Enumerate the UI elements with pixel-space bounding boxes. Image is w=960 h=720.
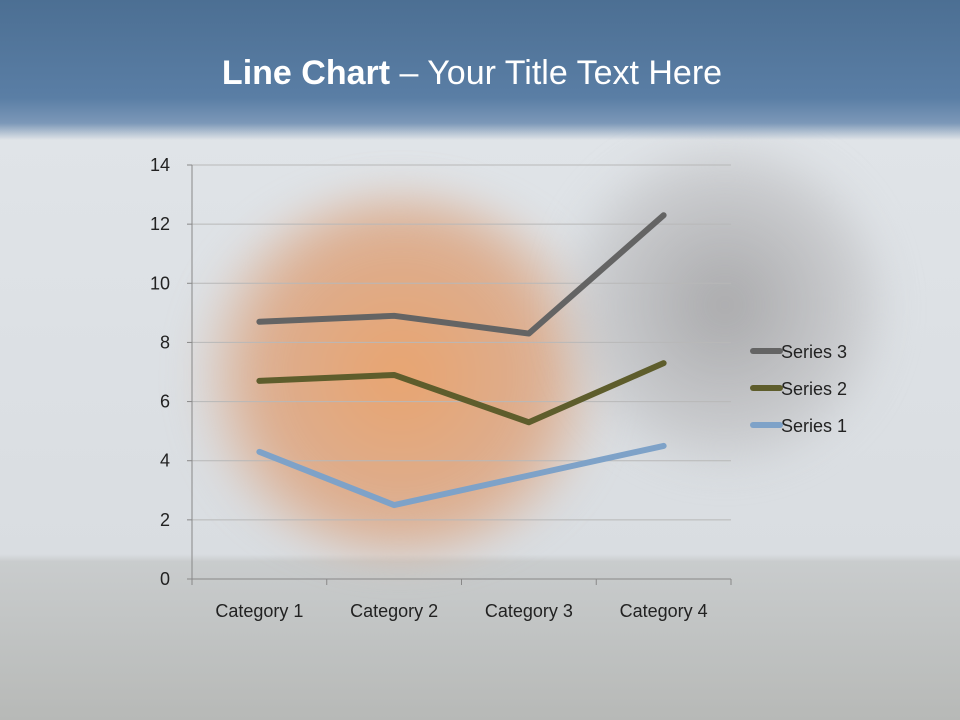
legend-label: Series 1 [781, 416, 847, 436]
y-tick-label: 6 [160, 392, 170, 412]
x-tick-label: Category 4 [620, 601, 708, 621]
y-tick-label: 4 [160, 451, 170, 471]
x-tick-label: Category 3 [485, 601, 573, 621]
title-bold: Line Chart [221, 54, 391, 92]
series-line-1 [256, 442, 667, 509]
y-tick-label: 14 [150, 155, 170, 175]
smoke-image [560, 140, 890, 470]
x-tick-label: Category 2 [350, 601, 438, 621]
legend-label: Series 2 [781, 379, 847, 399]
y-tick-label: 0 [160, 569, 170, 589]
y-tick-label: 2 [160, 510, 170, 530]
y-tick-label: 8 [160, 332, 170, 352]
series-line-2 [256, 360, 667, 426]
x-tick-label: Category 1 [215, 601, 303, 621]
y-tick-label: 10 [150, 273, 170, 293]
title-rest: – Your Title Text Here [390, 54, 723, 92]
series-line-3 [256, 212, 667, 337]
legend-label: Series 3 [781, 342, 847, 362]
y-tick-label: 12 [150, 214, 170, 234]
slide-title: Line Chart – Your Title Text Here [0, 54, 944, 93]
title-bar [0, 0, 960, 140]
